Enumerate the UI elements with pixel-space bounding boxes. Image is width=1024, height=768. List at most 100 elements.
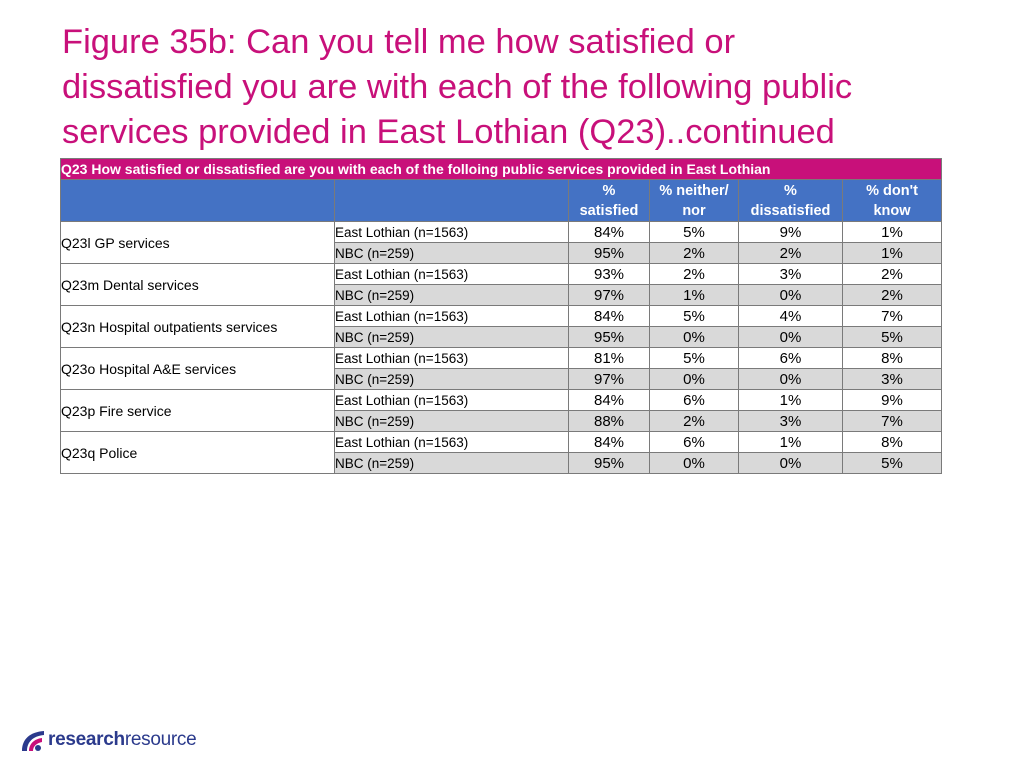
satisfied-value: 95% [568, 242, 650, 264]
table-caption: Q23 How satisfied or dissatisfied are yo… [59, 158, 943, 180]
header-satisfied-line2: satisfied [579, 202, 639, 219]
table-row: NBC (n=259) 97% 0% 0% 3% [61, 368, 943, 390]
table-row: Q23q Police East Lothian (n=1563) 84% 6%… [60, 431, 943, 474]
table-row: NBC (n=259) 95% 0% 0% 5% [61, 452, 943, 474]
neither-value: 6% [649, 389, 739, 411]
question-label: Q23q Police [60, 431, 335, 474]
group-label: East Lothian (n=1563) [334, 347, 569, 369]
dissatisfied-value: 6% [738, 347, 843, 369]
dont-know-value: 7% [841, 410, 943, 432]
neither-value: 5% [649, 221, 739, 243]
neither-value: 2% [649, 410, 739, 432]
table-row: NBC (n=259) 95% 2% 2% 1% [61, 242, 943, 264]
satisfied-value: 93% [568, 263, 650, 285]
dissatisfied-value: 1% [738, 431, 843, 453]
group-label: NBC (n=259) [334, 242, 569, 264]
table-row: NBC (n=259) 88% 2% 3% 7% [61, 410, 943, 432]
dissatisfied-value: 1% [738, 389, 843, 411]
dissatisfied-value: 0% [738, 326, 843, 348]
table-row: Q23m Dental services East Lothian (n=156… [60, 263, 943, 306]
header-satisfied: % satisfied [568, 179, 650, 222]
logo-word-bold: research [48, 729, 125, 750]
dont-know-value: 5% [841, 452, 943, 474]
question-label: Q23m Dental services [60, 263, 335, 306]
neither-value: 6% [649, 431, 739, 453]
header-neither-line1: % neither/ [659, 182, 729, 199]
results-table: Q23 How satisfied or dissatisfied are yo… [59, 158, 943, 474]
dont-know-value: 1% [841, 242, 943, 264]
question-label: Q23p Fire service [60, 389, 335, 432]
satisfied-value: 88% [568, 410, 650, 432]
header-dissatisfied-line2: dissatisfied [750, 202, 831, 219]
header-blank-question [60, 179, 335, 222]
header-blank-group [334, 179, 569, 222]
dont-know-value: 7% [841, 305, 943, 327]
page-title: Figure 35b: Can you tell me how satisfie… [62, 20, 962, 155]
dont-know-value: 5% [841, 326, 943, 348]
table-row: Q23p Fire service East Lothian (n=1563) … [60, 389, 943, 432]
group-label: East Lothian (n=1563) [334, 389, 569, 411]
dont-know-value: 8% [841, 431, 943, 453]
satisfied-value: 97% [568, 284, 650, 306]
satisfied-value: 81% [568, 347, 650, 369]
title-line-3: services provided in East Lothian (Q23).… [62, 113, 835, 151]
neither-value: 1% [649, 284, 739, 306]
group-label: NBC (n=259) [334, 452, 569, 474]
dont-know-value: 3% [841, 368, 943, 390]
header-dont-know-line2: know [873, 202, 911, 219]
header-satisfied-line1: % [602, 182, 616, 199]
dissatisfied-value: 0% [738, 452, 843, 474]
satisfied-value: 97% [568, 368, 650, 390]
group-label: East Lothian (n=1563) [334, 305, 569, 327]
table-header-row: % satisfied % neither/ nor % dissatisfie… [60, 179, 943, 222]
table-row: Q23l GP services East Lothian (n=1563) 8… [60, 221, 943, 264]
table-row: Q23o Hospital A&E services East Lothian … [60, 347, 943, 390]
satisfied-value: 84% [568, 221, 650, 243]
table-row: NBC (n=259) 95% 0% 0% 5% [61, 326, 943, 348]
dont-know-value: 1% [841, 221, 943, 243]
title-line-1: Figure 35b: Can you tell me how satisfie… [62, 23, 736, 61]
dissatisfied-value: 3% [738, 410, 843, 432]
group-label: East Lothian (n=1563) [334, 431, 569, 453]
group-label: NBC (n=259) [334, 410, 569, 432]
satisfied-value: 95% [568, 326, 650, 348]
header-neither-line2: nor [682, 202, 706, 219]
satisfied-value: 84% [568, 389, 650, 411]
question-label: Q23l GP services [60, 221, 335, 264]
neither-value: 5% [649, 305, 739, 327]
table-row: Q23n Hospital outpatients services East … [60, 305, 943, 348]
group-label: NBC (n=259) [334, 284, 569, 306]
dont-know-value: 8% [841, 347, 943, 369]
group-label: NBC (n=259) [334, 326, 569, 348]
header-neither: % neither/ nor [649, 179, 739, 222]
dont-know-value: 2% [841, 284, 943, 306]
dissatisfied-value: 9% [738, 221, 843, 243]
header-dont-know: % don't know [841, 179, 943, 222]
header-dissatisfied-line1: % [784, 182, 797, 199]
neither-value: 0% [649, 452, 739, 474]
neither-value: 0% [649, 326, 739, 348]
research-resource-logo: researchresource [18, 724, 197, 756]
title-line-2: dissatisfied you are with each of the fo… [62, 68, 853, 106]
dont-know-value: 2% [841, 263, 943, 285]
logo-swirl-icon [22, 731, 44, 751]
table-caption-row: Q23 How satisfied or dissatisfied are yo… [59, 158, 943, 180]
group-label: East Lothian (n=1563) [334, 263, 569, 285]
group-label: East Lothian (n=1563) [334, 221, 569, 243]
dissatisfied-value: 2% [738, 242, 843, 264]
dissatisfied-value: 0% [738, 284, 843, 306]
header-dissatisfied: % dissatisfied [738, 179, 843, 222]
neither-value: 5% [649, 347, 739, 369]
logo-word-light: resource [124, 729, 197, 750]
dont-know-value: 9% [841, 389, 943, 411]
satisfied-value: 84% [568, 305, 650, 327]
dissatisfied-value: 4% [738, 305, 843, 327]
group-label: NBC (n=259) [334, 368, 569, 390]
header-dont-know-line1: % don't [866, 182, 918, 199]
logo-wordmark: researchresource [48, 729, 197, 751]
dissatisfied-value: 0% [738, 368, 843, 390]
satisfied-value: 84% [568, 431, 650, 453]
neither-value: 2% [649, 263, 739, 285]
dissatisfied-value: 3% [738, 263, 843, 285]
satisfied-value: 95% [568, 452, 650, 474]
